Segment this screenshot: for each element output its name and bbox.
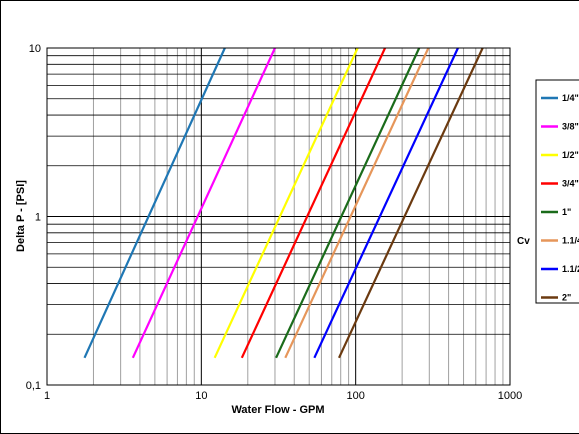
- legend-box: [535, 79, 579, 304]
- y-tick-label: 0,1: [26, 380, 41, 392]
- series-line-5: [275, 47, 421, 359]
- x-tick-label: 10: [195, 390, 207, 402]
- x-tick-label: 1: [44, 390, 50, 402]
- legend-label: 1.1/2": [562, 264, 579, 274]
- plot-border: [46, 47, 511, 386]
- y-tick-label: 10: [29, 43, 41, 55]
- legend-label: 1.1/4": [562, 236, 579, 246]
- x-tick-label: 100: [346, 390, 364, 402]
- series-line-7: [313, 47, 459, 359]
- y-axis-title: Delta P - [PSI]: [15, 180, 27, 252]
- series-line-1: [83, 47, 226, 359]
- legend-label: 3/8": [562, 122, 579, 132]
- series-line-2: [131, 47, 276, 359]
- frame-border-top: [0, 0, 579, 1]
- series-line-6: [284, 47, 430, 359]
- series-line-4: [240, 47, 387, 359]
- series-lines: [83, 47, 484, 359]
- frame-border-left: [0, 0, 1, 434]
- legend-label: 3/4": [562, 179, 579, 189]
- y-tick-label: 1: [35, 212, 41, 224]
- legend-title: Cv: [517, 236, 530, 247]
- series-line-3: [213, 47, 359, 359]
- legend-label: 1/2": [562, 150, 579, 160]
- legend-label: 1": [562, 207, 571, 217]
- x-tick-label: 1000: [498, 390, 522, 402]
- series-line-8: [338, 47, 484, 359]
- grid: [47, 48, 510, 385]
- legend-label: 1/4": [562, 93, 579, 103]
- legend-label: 2": [562, 293, 571, 303]
- x-axis-title: Water Flow - GPM: [231, 404, 324, 416]
- legend: 1/4" 3/8" 1/2" 3/4" 1" 1.1/4" 1.1/2" 2": [535, 79, 579, 304]
